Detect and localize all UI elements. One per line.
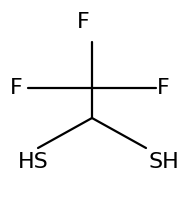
Text: F: F — [77, 12, 89, 32]
Text: F: F — [10, 78, 23, 98]
Text: HS: HS — [18, 152, 49, 172]
Text: SH: SH — [148, 152, 179, 172]
Text: F: F — [157, 78, 170, 98]
